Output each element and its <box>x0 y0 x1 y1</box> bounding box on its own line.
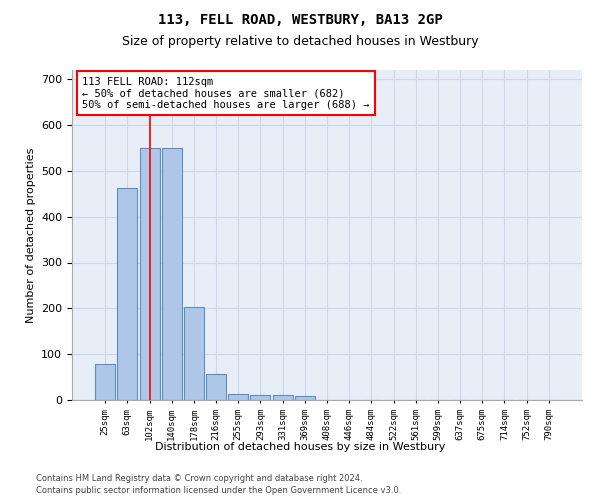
Bar <box>295 396 315 400</box>
Text: 113 FELL ROAD: 112sqm
← 50% of detached houses are smaller (682)
50% of semi-det: 113 FELL ROAD: 112sqm ← 50% of detached … <box>82 76 370 110</box>
Text: Size of property relative to detached houses in Westbury: Size of property relative to detached ho… <box>122 35 478 48</box>
Text: Distribution of detached houses by size in Westbury: Distribution of detached houses by size … <box>155 442 445 452</box>
Bar <box>118 188 137 400</box>
Text: 113, FELL ROAD, WESTBURY, BA13 2GP: 113, FELL ROAD, WESTBURY, BA13 2GP <box>158 12 442 26</box>
Bar <box>228 394 248 400</box>
Bar <box>184 307 204 400</box>
Bar <box>250 396 271 400</box>
Text: Contains public sector information licensed under the Open Government Licence v3: Contains public sector information licen… <box>36 486 401 495</box>
Bar <box>162 148 182 400</box>
Bar <box>206 374 226 400</box>
Bar <box>140 148 160 400</box>
Bar <box>272 396 293 400</box>
Text: Contains HM Land Registry data © Crown copyright and database right 2024.: Contains HM Land Registry data © Crown c… <box>36 474 362 483</box>
Y-axis label: Number of detached properties: Number of detached properties <box>26 148 35 322</box>
Bar <box>95 364 115 400</box>
